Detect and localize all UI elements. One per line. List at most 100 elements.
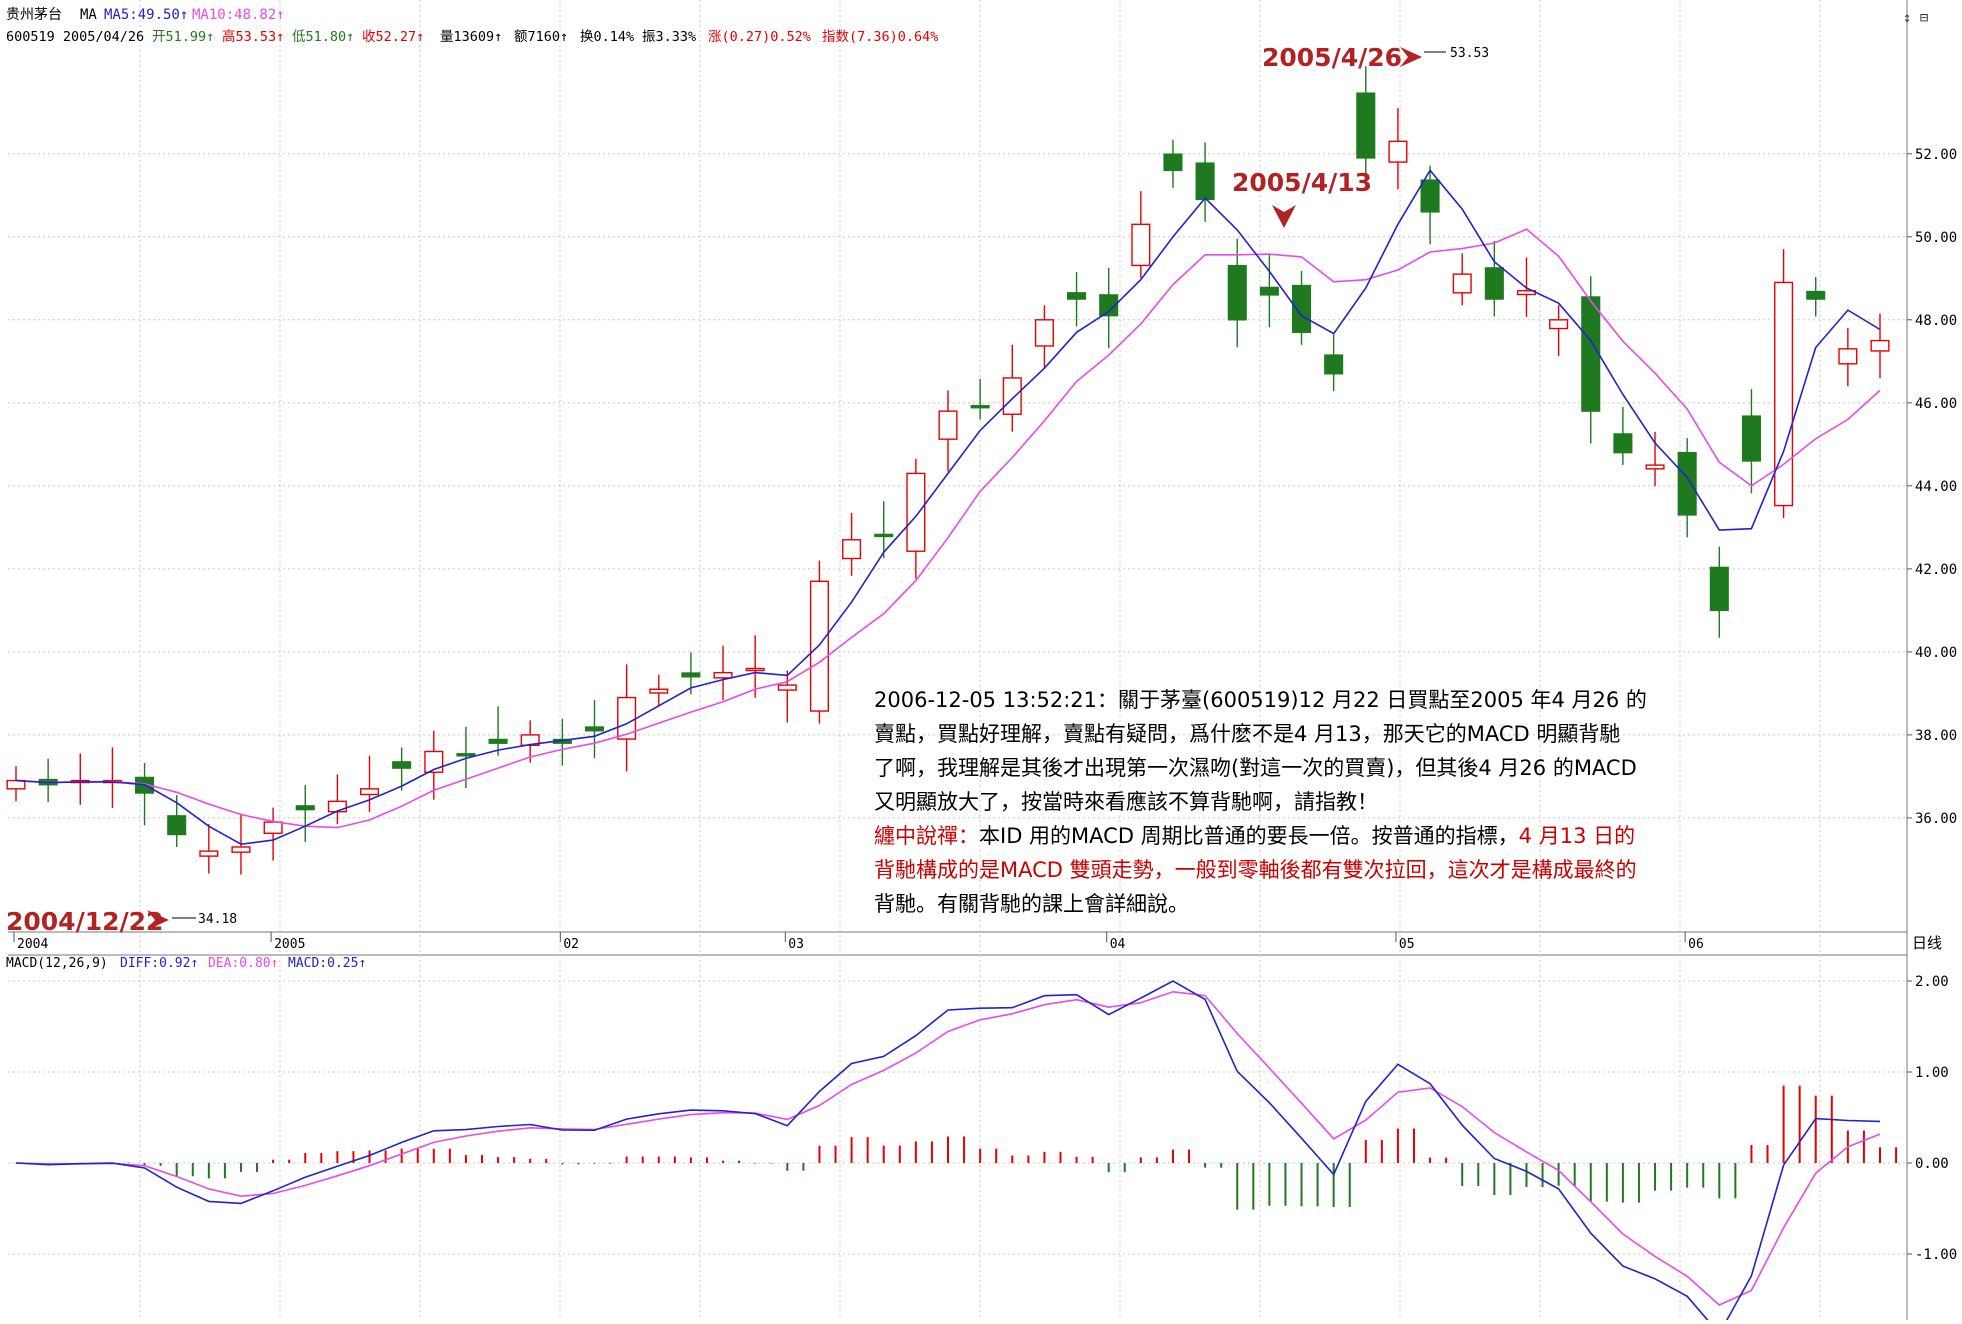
candle-body (1677, 451, 1697, 516)
candle (809, 560, 829, 724)
candle-body (6, 779, 26, 790)
candle (199, 824, 219, 874)
x-tick-label: 04 (1110, 937, 1126, 952)
turnover-value: 换0.14% (580, 29, 634, 45)
macd-tick-label: -1.00 (1915, 1247, 1957, 1263)
candle-body (1067, 292, 1087, 300)
candle (906, 458, 926, 579)
commentary-note: 2006-12-05 13:52:21：關于茅臺(600519)12 月22 日… (874, 683, 1734, 921)
candle-body (1549, 319, 1569, 330)
candle (1099, 267, 1119, 349)
candle (1034, 305, 1054, 369)
dea-value: DEA:0.80↑ (208, 956, 278, 971)
candle (1163, 139, 1183, 188)
candle-body (231, 846, 251, 853)
annotation-2005-4-13: 2005/4/13 (1232, 168, 1372, 197)
corner-icons[interactable]: ↕ ⊟ (1903, 10, 1929, 26)
candle (1549, 305, 1569, 356)
candle (874, 501, 894, 559)
candle (1388, 108, 1408, 190)
stock-name: 贵州茅台 (6, 7, 62, 23)
x-tick-label: 06 (1688, 937, 1704, 952)
candle (1741, 389, 1761, 494)
candle (1195, 142, 1215, 222)
candle-body (906, 472, 926, 552)
candle (1613, 406, 1633, 466)
candle-body (1388, 140, 1408, 163)
annotation-arrow-2005-4-13 (1272, 205, 1296, 228)
note-author: 纏中說禪： (874, 824, 979, 848)
candle-body (1324, 354, 1344, 375)
candle-body (1838, 348, 1858, 365)
candle (1356, 66, 1376, 181)
candle (777, 670, 797, 723)
macd-tick-label: 1.00 (1915, 1065, 1949, 1081)
candle-body (199, 850, 219, 857)
period-label[interactable]: 日线 (1912, 934, 1942, 952)
candle-body (1291, 284, 1312, 333)
candle-body (295, 805, 315, 811)
candle-body (777, 684, 797, 691)
price-tick-label: 48.00 (1915, 313, 1957, 329)
amount-value: 额7160↑ (514, 29, 568, 45)
candle (488, 706, 508, 756)
ma5-line (15, 169, 1881, 846)
low-value-label: 34.18 (198, 912, 237, 927)
change-value: 涨(0.27)0.52% (708, 29, 811, 45)
diff-value: DIFF:0.92↑ (120, 956, 198, 971)
candle-body (1420, 179, 1440, 213)
candle (1838, 328, 1858, 387)
price-panel (6, 47, 1890, 930)
low-value: 低51.80↑ (292, 29, 354, 45)
price-tick-label: 40.00 (1915, 645, 1957, 661)
candle (1131, 191, 1151, 278)
candle (1324, 334, 1344, 392)
price-tick-label: 50.00 (1915, 230, 1957, 246)
candle-body (745, 667, 765, 672)
high-value: 高53.53↑ (222, 28, 284, 45)
candle (1581, 276, 1601, 444)
ma10-line (15, 228, 1881, 829)
candle-body (649, 688, 669, 694)
candle-body (1709, 566, 1729, 612)
candle (167, 795, 187, 847)
price-tick-label: 46.00 (1915, 396, 1957, 412)
candle (1420, 165, 1440, 245)
candle (584, 700, 605, 759)
candle-body (263, 821, 283, 834)
candle (424, 730, 444, 800)
note-line-4: 又明顯放大了，按當時來看應該不算背馳啊，請指教！ (874, 790, 1378, 814)
candle (1806, 277, 1826, 317)
candle-body (359, 788, 380, 796)
candle-body (1806, 290, 1826, 300)
code-date: 600519 2005/04/26 (6, 29, 144, 45)
candle (295, 785, 315, 842)
candle-body (681, 672, 701, 678)
index-change-value: 指数(7.36)0.64% (822, 29, 938, 45)
note-line-7: 背馳。有關背馳的課上會詳細說。 (874, 892, 1189, 916)
price-tick-label: 38.00 (1915, 728, 1957, 744)
x-tick-label: 2005 (274, 937, 305, 952)
candle (1067, 272, 1087, 327)
candle-body (842, 539, 862, 560)
open-value: 开51.99↑ (152, 29, 214, 45)
candle-body (1195, 162, 1215, 201)
price-tick-label: 52.00 (1915, 147, 1957, 163)
candle-body (1227, 264, 1247, 321)
candle (1002, 344, 1022, 432)
candle (938, 390, 958, 472)
candle-body (1259, 286, 1279, 296)
macd-value: MACD:0.25↑ (288, 956, 366, 971)
candle (1291, 271, 1312, 345)
candle (970, 378, 990, 420)
high-value-label: 53.53 (1450, 46, 1489, 61)
volume-value: 量13609↑ (440, 29, 502, 45)
candle-body (1870, 339, 1890, 352)
candle (745, 635, 765, 698)
ma5-value: MA5:49.50↑ (104, 7, 188, 23)
candle-body (327, 800, 347, 813)
diff-line (15, 980, 1881, 1324)
candle (6, 766, 26, 802)
candle (359, 755, 380, 812)
